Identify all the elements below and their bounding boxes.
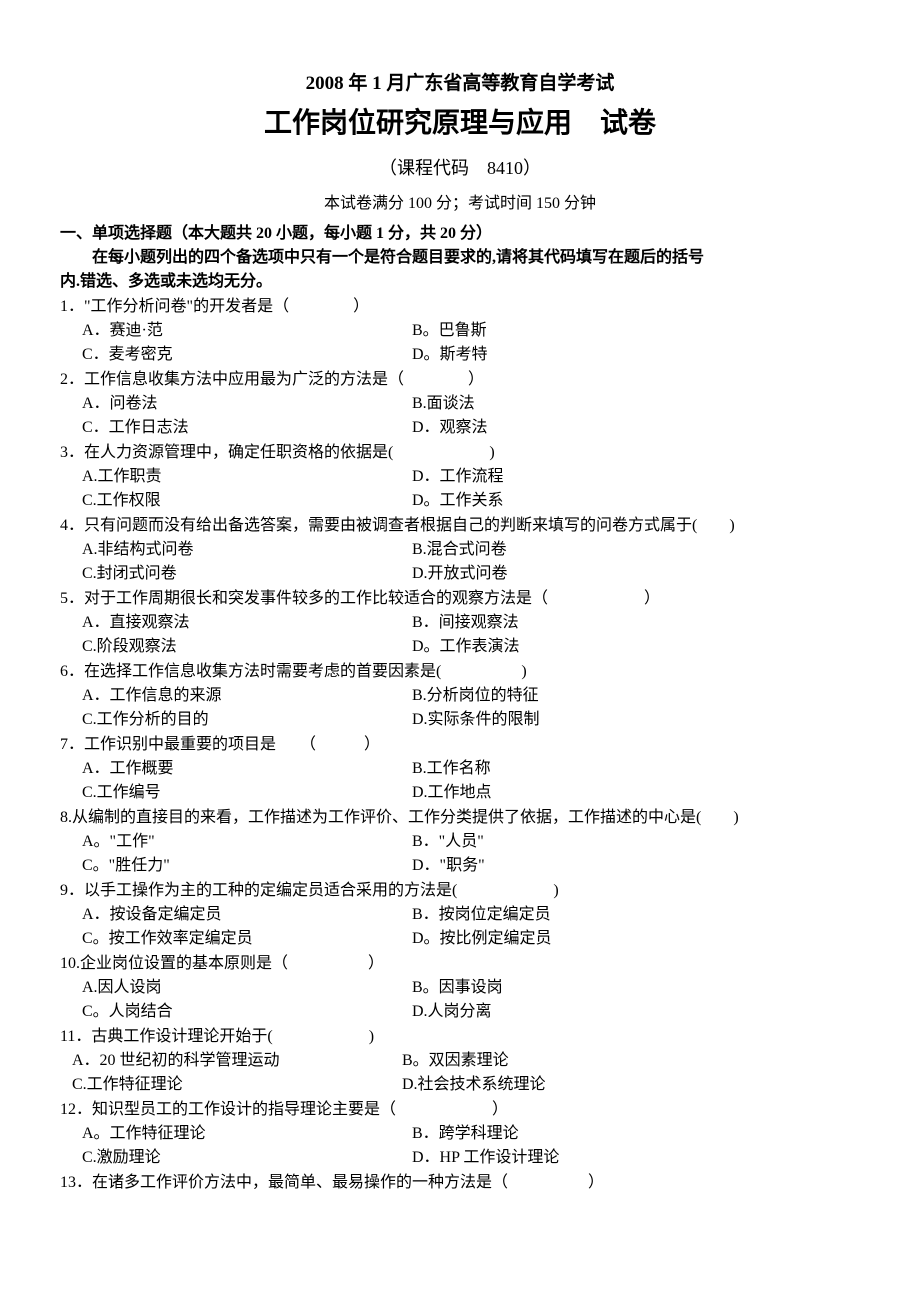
question-9-option-b: B．按岗位定编定员 (412, 903, 860, 927)
question-11-option-c: C.工作特征理论 (72, 1073, 402, 1097)
exam-header-date: 2008 年 1 月广东省高等教育自学考试 (60, 70, 860, 99)
question-12-option-a: A。工作特征理论 (82, 1122, 412, 1146)
exam-title: 工作岗位研究原理与应用 试卷 (60, 103, 860, 145)
question-2-option-b: B.面谈法 (412, 392, 860, 416)
question-5-text: 5．对于工作周期很长和突发事件较多的工作比较适合的观察方法是（ ） (60, 587, 860, 611)
question-6-option-a: A．工作信息的来源 (82, 684, 412, 708)
question-12-option-c: C.激励理论 (82, 1146, 412, 1170)
question-11-option-a: A．20 世纪初的科学管理运动 (72, 1049, 402, 1073)
question-7-option-c: C.工作编号 (82, 781, 412, 805)
question-10-option-b: B。因事设岗 (412, 976, 860, 1000)
question-4-option-d: D.开放式问卷 (412, 562, 860, 586)
question-3-option-b: D．工作流程 (412, 465, 860, 489)
question-2-option-c: C．工作日志法 (82, 416, 412, 440)
question-12-option-d: D．HP 工作设计理论 (412, 1146, 860, 1170)
question-6-option-b: B.分析岗位的特征 (412, 684, 860, 708)
question-4: 4．只有问题而没有给出备选答案，需要由被调查者根据自己的判断来填写的问卷方式属于… (60, 514, 860, 586)
question-11-option-d: D.社会技术系统理论 (402, 1073, 860, 1097)
question-8-option-a: A。"工作" (82, 830, 412, 854)
question-10-option-c: C。人岗结合 (82, 1000, 412, 1024)
question-11: 11．古典工作设计理论开始于( ) A．20 世纪初的科学管理运动 B。双因素理… (60, 1025, 860, 1097)
question-4-option-a: A.非结构式问卷 (82, 538, 412, 562)
question-12-option-b: B．跨学科理论 (412, 1122, 860, 1146)
question-8-option-c: C。"胜任力" (82, 854, 412, 878)
question-1-option-a: A．赛迪·范 (82, 319, 412, 343)
question-11-option-b: B。双因素理论 (402, 1049, 860, 1073)
question-12: 12．知识型员工的工作设计的指导理论主要是（ ） A。工作特征理论 B．跨学科理… (60, 1098, 860, 1170)
question-13: 13．在诸多工作评价方法中，最简单、最易操作的一种方法是（ ） (60, 1171, 860, 1195)
question-1-option-b: B。巴鲁斯 (412, 319, 860, 343)
question-5-option-c: C.阶段观察法 (82, 635, 412, 659)
question-4-option-b: B.混合式问卷 (412, 538, 860, 562)
question-5: 5．对于工作周期很长和突发事件较多的工作比较适合的观察方法是（ ） A．直接观察… (60, 587, 860, 659)
question-7-text: 7．工作识别中最重要的项目是 （ ） (60, 733, 860, 757)
question-8-option-b: B．"人员" (412, 830, 860, 854)
section-1-title: 一、单项选择题（本大题共 20 小题，每小题 1 分，共 20 分） (60, 222, 860, 246)
question-10-option-a: A.因人设岗 (82, 976, 412, 1000)
question-10-option-d: D.人岗分离 (412, 1000, 860, 1024)
question-2: 2．工作信息收集方法中应用最为广泛的方法是（ ） A．问卷法 B.面谈法 C．工… (60, 368, 860, 440)
question-5-option-d: D。工作表演法 (412, 635, 860, 659)
question-9-option-d: D。按比例定编定员 (412, 927, 860, 951)
question-6-option-d: D.实际条件的限制 (412, 708, 860, 732)
question-2-option-d: D．观察法 (412, 416, 860, 440)
course-code: （课程代码 8410） (60, 155, 860, 182)
question-3-text: 3．在人力资源管理中，确定任职资格的依据是( ) (60, 441, 860, 465)
question-4-text: 4．只有问题而没有给出备选答案，需要由被调查者根据自己的判断来填写的问卷方式属于… (60, 514, 860, 538)
question-10: 10.企业岗位设置的基本原则是（ ） A.因人设岗 B。因事设岗 C。人岗结合 … (60, 952, 860, 1024)
question-6-text: 6．在选择工作信息收集方法时需要考虑的首要因素是( ) (60, 660, 860, 684)
question-7-option-d: D.工作地点 (412, 781, 860, 805)
question-5-option-a: A．直接观察法 (82, 611, 412, 635)
question-8-option-d: D．"职务" (412, 854, 860, 878)
question-8: 8.从编制的直接目的来看，工作描述为工作评价、工作分类提供了依据，工作描述的中心… (60, 806, 860, 878)
question-7-option-b: B.工作名称 (412, 757, 860, 781)
question-9-text: 9．以手工操作为主的工种的定编定员适合采用的方法是( ) (60, 879, 860, 903)
question-3-option-c: C.工作权限 (82, 489, 412, 513)
question-9-option-c: C。按工作效率定编定员 (82, 927, 412, 951)
question-6: 6．在选择工作信息收集方法时需要考虑的首要因素是( ) A．工作信息的来源 B.… (60, 660, 860, 732)
question-9-option-a: A．按设备定编定员 (82, 903, 412, 927)
question-2-option-a: A．问卷法 (82, 392, 412, 416)
question-1-text: 1．"工作分析问卷"的开发者是（ ） (60, 295, 860, 319)
question-4-option-c: C.封闭式问卷 (82, 562, 412, 586)
exam-info: 本试卷满分 100 分；考试时间 150 分钟 (60, 192, 860, 216)
section-1-instructions-1: 在每小题列出的四个备选项中只有一个是符合题目要求的,请将其代码填写在题后的括号 (60, 246, 860, 270)
question-5-option-b: B．间接观察法 (412, 611, 860, 635)
question-9: 9．以手工操作为主的工种的定编定员适合采用的方法是( ) A．按设备定编定员 B… (60, 879, 860, 951)
question-12-text: 12．知识型员工的工作设计的指导理论主要是（ ） (60, 1098, 860, 1122)
section-1-instructions-2: 内.错选、多选或未选均无分。 (60, 270, 860, 294)
question-3-option-a: A.工作职责 (82, 465, 412, 489)
question-8-text: 8.从编制的直接目的来看，工作描述为工作评价、工作分类提供了依据，工作描述的中心… (60, 806, 860, 830)
question-1-option-d: D。斯考特 (412, 343, 860, 367)
question-1: 1．"工作分析问卷"的开发者是（ ） A．赛迪·范 B。巴鲁斯 C．麦考密克 D… (60, 295, 860, 367)
question-11-text: 11．古典工作设计理论开始于( ) (60, 1025, 860, 1049)
question-10-text: 10.企业岗位设置的基本原则是（ ） (60, 952, 860, 976)
question-2-text: 2．工作信息收集方法中应用最为广泛的方法是（ ） (60, 368, 860, 392)
question-1-option-c: C．麦考密克 (82, 343, 412, 367)
question-13-text: 13．在诸多工作评价方法中，最简单、最易操作的一种方法是（ ） (60, 1171, 860, 1195)
question-3-option-d: D。工作关系 (412, 489, 860, 513)
question-3: 3．在人力资源管理中，确定任职资格的依据是( ) A.工作职责 D．工作流程 C… (60, 441, 860, 513)
question-6-option-c: C.工作分析的目的 (82, 708, 412, 732)
question-7: 7．工作识别中最重要的项目是 （ ） A．工作概要 B.工作名称 C.工作编号 … (60, 733, 860, 805)
question-7-option-a: A．工作概要 (82, 757, 412, 781)
